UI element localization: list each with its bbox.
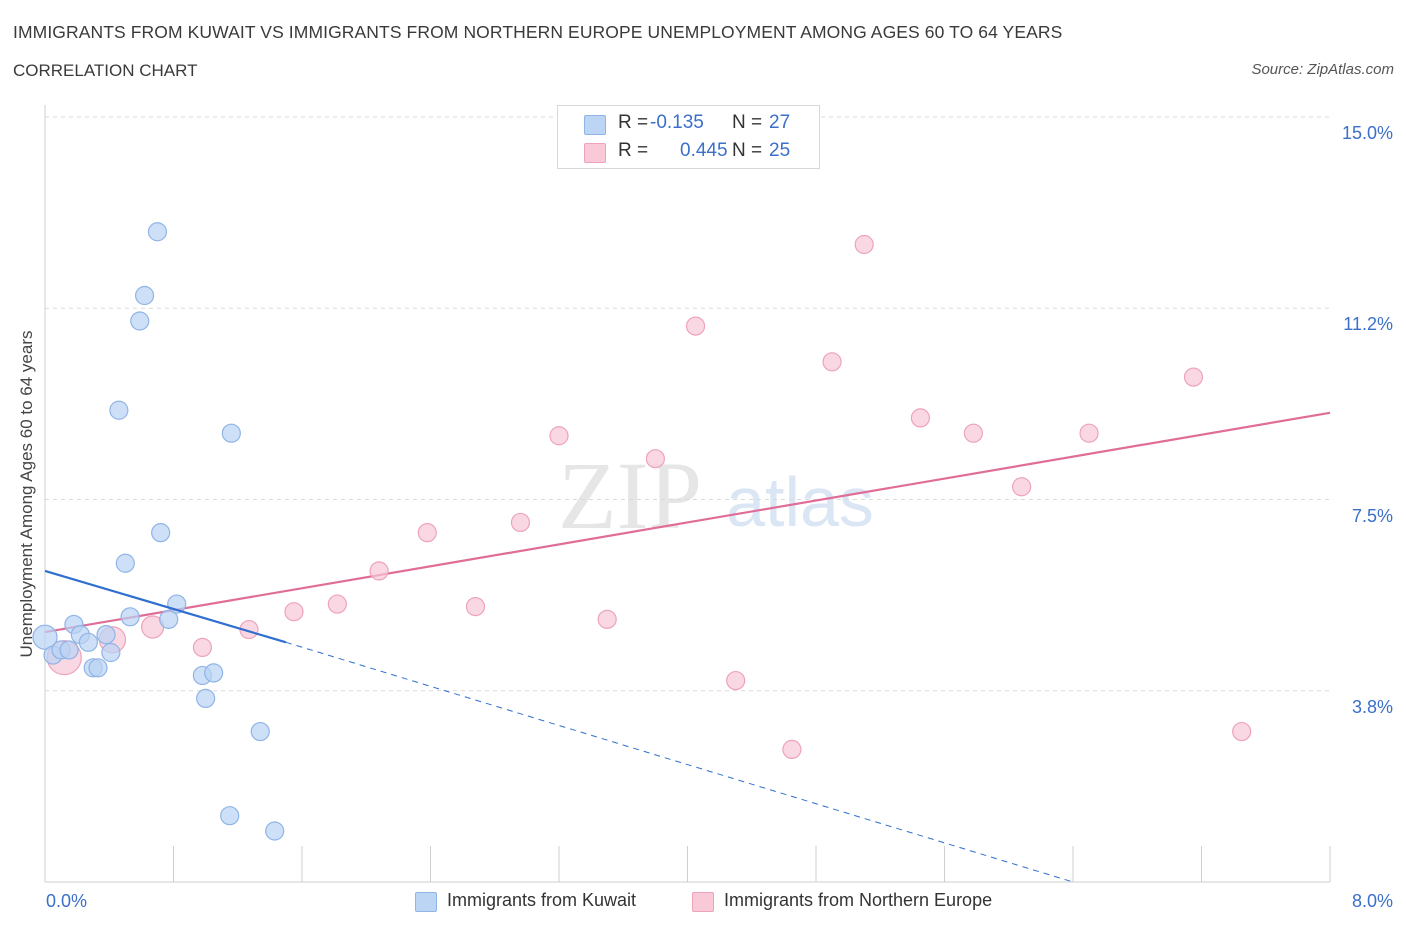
bottom-legend-label-europe: Immigrants from Northern Europe bbox=[724, 890, 993, 910]
legend-n-label: N = bbox=[732, 112, 763, 133]
data-point-europe bbox=[726, 670, 746, 691]
data-point-europe bbox=[1011, 477, 1032, 497]
data-point-kuwait bbox=[32, 624, 58, 650]
data-point-europe bbox=[1183, 367, 1204, 387]
legend-swatch-europe bbox=[584, 143, 606, 163]
y-tick-label: 11.2% bbox=[1343, 314, 1393, 335]
data-point-kuwait bbox=[159, 609, 179, 629]
trend-line-kuwait-extrapolated bbox=[285, 641, 1074, 883]
chart-subtitle: CORRELATION CHART bbox=[13, 61, 198, 80]
trend-line-europe bbox=[44, 411, 1331, 634]
y-tick-label: 15.0% bbox=[1341, 123, 1393, 143]
trend-line-kuwait bbox=[44, 569, 287, 644]
data-point-kuwait bbox=[204, 663, 224, 683]
correlation-legend: R = -0.135 N = 27 R = 0.445 N = 25 bbox=[557, 105, 820, 169]
legend-r-label: R = bbox=[618, 140, 649, 161]
legend-n-value-europe: 25 bbox=[769, 140, 791, 161]
data-point-europe bbox=[510, 512, 531, 533]
data-point-europe bbox=[1232, 721, 1252, 742]
data-point-europe bbox=[685, 316, 706, 336]
data-point-europe bbox=[963, 423, 984, 443]
data-point-kuwait bbox=[250, 721, 270, 742]
data-point-kuwait bbox=[96, 625, 116, 645]
data-point-kuwait bbox=[101, 642, 121, 663]
legend-r-label: R = bbox=[618, 112, 649, 133]
data-point-europe bbox=[417, 523, 437, 543]
data-point-kuwait bbox=[120, 607, 140, 627]
watermark-atlas: atlas bbox=[726, 463, 874, 541]
legend-r-value-kuwait: -0.135 bbox=[650, 112, 704, 133]
data-point-europe bbox=[782, 739, 802, 760]
data-point-kuwait bbox=[147, 222, 168, 242]
legend-swatch-kuwait bbox=[584, 115, 606, 135]
legend-r-value-europe: 0.445 bbox=[680, 140, 728, 161]
data-point-kuwait bbox=[151, 523, 171, 543]
x-tick-label-min: 0.0% bbox=[46, 891, 88, 911]
data-point-kuwait bbox=[115, 553, 135, 573]
data-point-europe bbox=[327, 594, 347, 614]
data-point-kuwait bbox=[134, 285, 155, 306]
bottom-legend-swatch-kuwait bbox=[415, 892, 437, 912]
source-credit: Source: ZipAtlas.com bbox=[1251, 61, 1394, 78]
data-point-kuwait bbox=[78, 632, 98, 652]
data-point-europe bbox=[369, 561, 389, 581]
data-point-europe bbox=[549, 426, 569, 446]
legend-n-label: N = bbox=[732, 140, 763, 161]
data-point-kuwait bbox=[88, 658, 108, 678]
data-point-europe bbox=[597, 609, 617, 629]
data-point-europe bbox=[854, 234, 874, 255]
y-axis-label: Unemployment Among Ages 60 to 64 years bbox=[17, 330, 36, 658]
data-point-europe bbox=[465, 596, 486, 617]
bottom-legend-label-kuwait: Immigrants from Kuwait bbox=[447, 890, 637, 910]
y-tick-label: 3.8% bbox=[1351, 696, 1393, 717]
data-point-europe bbox=[822, 352, 842, 372]
data-point-europe bbox=[284, 602, 304, 622]
y-tick-label: 7.5% bbox=[1351, 505, 1393, 526]
x-tick-label-max: 8.0% bbox=[1351, 891, 1393, 911]
data-point-kuwait bbox=[196, 688, 216, 709]
legend-n-value-kuwait: 27 bbox=[769, 112, 791, 133]
data-point-europe bbox=[645, 449, 665, 469]
data-point-kuwait bbox=[109, 400, 129, 420]
data-point-europe bbox=[1079, 423, 1099, 443]
data-point-kuwait bbox=[265, 821, 285, 841]
data-point-kuwait bbox=[130, 311, 150, 331]
data-point-kuwait bbox=[220, 806, 240, 826]
chart-title: IMMIGRANTS FROM KUWAIT VS IMMIGRANTS FRO… bbox=[13, 22, 1063, 42]
data-point-kuwait bbox=[59, 640, 79, 660]
bottom-legend-swatch-europe bbox=[692, 892, 714, 912]
data-point-europe bbox=[192, 637, 213, 658]
data-point-kuwait bbox=[221, 423, 241, 443]
data-point-europe bbox=[910, 408, 931, 428]
